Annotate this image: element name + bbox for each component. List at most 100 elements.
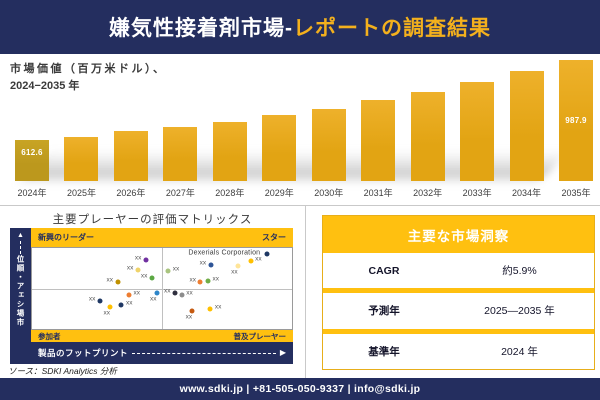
point-placeholder-label: xx [172,265,180,273]
bar-column-2032年: 2032年 [410,92,445,199]
point-placeholder-label: xx [185,313,193,321]
matrix-point: xx [141,273,155,281]
row-value: 2025—2035 年 [484,305,555,318]
quadrant-label-star: スター [262,233,286,242]
matrix-point: xx [186,308,195,320]
bar-column-2030年: 2030年 [311,109,346,199]
report-title-bar: 嫌気性接着剤市場- レポートの調査結果 [0,0,600,54]
matrix-point: xx [165,266,179,274]
matrix-y-axis: ▲ 位順・アェシ場市 [10,228,31,364]
matrix-point: xx [126,290,140,298]
matrix-point: xx [89,296,103,304]
x-tick-label: 2028年 [215,188,245,198]
bar [262,115,297,181]
bar [311,109,346,181]
x-tick-label: 2029年 [264,188,294,198]
bar-column-2025年: 2025年 [64,137,99,199]
chart-title-line1: 市場価値（百万米ドル）、 [10,63,167,75]
quadrant-label-emerging-leaders: 新興のリーダー [38,233,94,242]
bar-column-2035年: 987.9 2035年 [558,60,593,199]
key-insights-table: 主要な市場洞察 CAGR 約5.9% 予測年 2025—2035 年 基準年 2… [322,215,595,370]
matrix-top-band: 新興のリーダー スター [31,228,293,247]
y-axis-label: 位順・アェシ場市 [16,255,25,327]
matrix-point: xx [205,276,219,284]
point-placeholder-label: xx [134,254,142,262]
report-title-market: 嫌気性接着剤市場- [109,17,293,40]
point-placeholder-label: xx [150,295,157,303]
x-tick-label: 2032年 [413,188,443,198]
bar [212,122,247,181]
matrix-point: xx [118,300,132,308]
player-evaluation-matrix-section: 主要プレーヤーの評価マトリックス ▲ 位順・アェシ場市 新興のリーダー スター … [0,206,305,378]
row-separator [323,288,594,294]
matrix-point-highlight-company: Dexerials Corporation [188,249,270,257]
right-arrow-icon: ▶ [279,348,286,357]
bar-value-label: 987.9 [565,116,587,125]
matrix-point: xx [150,290,160,302]
matrix-x-axis: 製品のフットプリント ▶ [31,342,293,364]
matrix-point: xx [127,265,141,273]
row-label: 基準年 [368,345,400,358]
x-tick-label: 2030年 [314,188,344,198]
x-tick-label: 2033年 [462,188,492,198]
x-axis-dashed-line [132,352,276,354]
x-tick-label: 2024年 [17,188,47,198]
x-tick-label: 2031年 [363,188,393,198]
point-placeholder-label: xx [231,268,238,276]
bar [163,127,198,181]
bar: 987.9 [558,60,593,181]
bar [460,82,495,181]
point-placeholder-label: xx [214,303,222,311]
matrix: ▲ 位順・アェシ場市 新興のリーダー スター xx xx xx xx xx xx Dexer… [10,228,293,364]
matrix-point: xx [189,277,203,285]
point-placeholder-label: xx [189,276,196,284]
bar-column-2033年: 2033年 [460,82,495,199]
point-placeholder-label: xx [106,276,114,284]
x-tick-label: 2026年 [116,188,146,198]
matrix-point: xx [104,304,113,316]
quadrant-label-pervasive-players: 普及プレーヤー [233,331,287,341]
matrix-point: xx [207,304,221,312]
chart-title-line2: 2024−2035 年 [10,79,80,92]
x-tick-label: 2035年 [561,188,591,198]
bar-chart-bars: 612.6 2024年 2025年 2026年 2027年 2028年 2029年 2030年… [15,59,593,199]
key-insights-section: 主要な市場洞察 CAGR 約5.9% 予測年 2025—2035 年 基準年 2… [306,206,600,378]
row-label: CAGR [368,264,400,277]
point-placeholder-label: xx [88,295,96,303]
market-value-chart: 市場価値（百万米ドル）、 2024−2035 年 612.6 2024年 2025年… [0,54,600,205]
bar-column-2031年: 2031年 [361,100,396,199]
point-placeholder-label: xx [199,259,207,267]
matrix-point: xx [107,277,121,285]
bar: 612.6 [15,140,49,181]
point-placeholder-label: xx [186,289,193,297]
bar [410,92,445,181]
point-placeholder-label: xx [255,255,262,263]
bar [64,137,99,181]
matrix-point: xx [164,288,178,296]
company-name-label: Dexerials Corporation [188,249,261,257]
matrix-title: 主要プレーヤーの評価マトリックス [52,214,253,226]
matrix-point: xx [200,260,214,268]
x-tick-label: 2027年 [165,188,195,198]
row-label: 予測年 [368,305,400,318]
point-placeholder-label: xx [212,275,220,283]
footer-contact-text: www.sdki.jp | +81-505-050-9337 | info@sd… [179,383,421,395]
table-row-base-year: 基準年 2024 年 [323,334,594,369]
contact-footer-bar: www.sdki.jp | +81-505-050-9337 | info@sd… [0,378,600,400]
up-arrow-icon: ▲ [17,232,24,239]
quadrant-label-participants: 参加者 [38,331,61,341]
matrix-plot: xx xx xx xx xx xx Dexerials Corporation xx xx xx x… [31,247,293,330]
y-axis-dashed-line [20,241,21,254]
matrix-bottom-band: 参加者 普及プレーヤー [31,330,293,342]
bar-column-2028年: 2028年 [212,122,247,199]
table-row-cagr: CAGR 約5.9% [323,253,594,288]
bar [361,100,396,181]
bar-column-2034年: 2034年 [509,71,544,199]
x-axis-label: 製品のフットプリント [38,348,129,358]
point-placeholder-label: xx [125,299,133,307]
x-tick-label: 2025年 [66,188,96,198]
point-placeholder-label: xx [164,287,171,295]
bar-column-2029年: 2029年 [262,115,297,199]
bar-value-label: 612.6 [21,148,43,157]
row-value: 約5.9% [502,265,537,278]
